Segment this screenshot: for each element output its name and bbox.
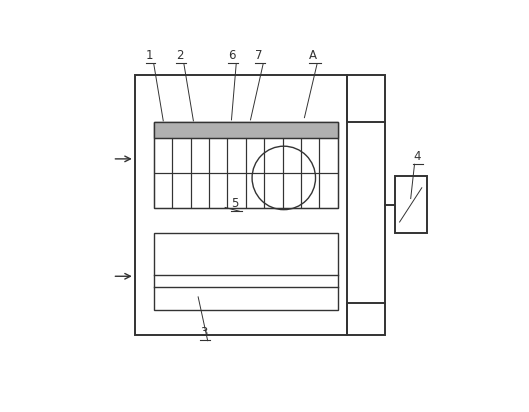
Bar (209, 173, 227, 208)
Bar (154, 138, 172, 173)
Bar (154, 234, 338, 309)
Text: 5: 5 (232, 197, 239, 210)
Bar (209, 138, 227, 173)
Bar (282, 138, 301, 173)
Text: A: A (309, 49, 317, 62)
Text: 2: 2 (176, 49, 184, 62)
Bar (347, 75, 385, 122)
Bar (264, 173, 282, 208)
Text: 3: 3 (200, 326, 207, 339)
Bar (282, 173, 301, 208)
Bar (264, 138, 282, 173)
Bar (154, 173, 172, 208)
Bar (320, 173, 338, 208)
Bar (190, 138, 209, 173)
Bar (190, 173, 209, 208)
Bar (154, 122, 338, 138)
Bar (395, 176, 426, 234)
Bar (227, 138, 246, 173)
Text: 6: 6 (229, 49, 236, 62)
Text: 4: 4 (413, 150, 421, 163)
Bar (246, 173, 264, 208)
Bar (172, 173, 190, 208)
Bar (172, 138, 190, 173)
Bar (246, 138, 264, 173)
Bar (135, 75, 347, 335)
Text: 1: 1 (146, 49, 153, 62)
Text: 7: 7 (256, 49, 263, 62)
Bar (301, 138, 320, 173)
Bar (154, 122, 338, 208)
Bar (301, 173, 320, 208)
Bar (320, 138, 338, 173)
Bar (227, 173, 246, 208)
Bar (347, 303, 385, 335)
